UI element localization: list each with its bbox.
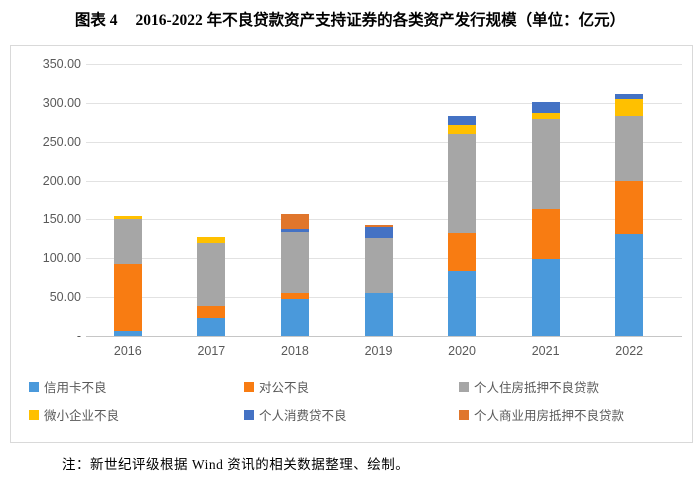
bar-segment <box>615 233 644 336</box>
x-tick-label: 2020 <box>448 344 476 358</box>
x-tick-label: 2021 <box>531 344 560 358</box>
legend-swatch-icon <box>459 409 469 420</box>
y-tick-label: 250.00 <box>42 134 81 149</box>
x-tick-label: 2017 <box>197 344 226 358</box>
bar-segment <box>197 236 226 243</box>
y-tick-label: 300.00 <box>42 95 81 110</box>
bar-segment <box>531 102 560 114</box>
legend-label: 个人住房抵押不良贷款 <box>474 381 600 395</box>
x-tick-label: 2019 <box>364 344 393 358</box>
legend-swatch-icon <box>29 381 39 392</box>
legend-label: 微小企业不良 <box>44 409 120 423</box>
legend-item: 个人消费贷不良 <box>244 405 347 424</box>
gridline <box>86 102 682 104</box>
bar-segment <box>197 242 226 306</box>
y-tick-label: 150.00 <box>42 212 81 227</box>
y-tick-label: 350.00 <box>42 57 81 71</box>
legend-swatch-icon <box>459 381 469 392</box>
legend-item: 信用卡不良 <box>29 377 107 396</box>
bar-segment <box>197 305 226 318</box>
bar-segment <box>448 115 477 125</box>
bar-segment <box>280 228 309 232</box>
gridline <box>86 180 682 182</box>
bar-segment <box>615 93 644 99</box>
bar-segment <box>364 238 393 294</box>
legend-label: 个人消费贷不良 <box>259 409 347 423</box>
legend-item: 个人住房抵押不良贷款 <box>459 377 599 396</box>
bar-segment <box>531 113 560 120</box>
legend-swatch-icon <box>29 409 39 420</box>
x-tick-label: 2016 <box>113 344 142 358</box>
bar-segment <box>280 214 309 229</box>
gridline <box>86 141 682 143</box>
x-axis-line <box>86 336 682 337</box>
x-tick-label: 2022 <box>615 344 644 358</box>
bar-segment <box>197 317 226 336</box>
legend-label: 对公不良 <box>259 381 310 395</box>
bar-segment <box>364 227 393 238</box>
figure-label: 图表 4 <box>74 12 118 29</box>
bar-segment <box>448 232 477 271</box>
bar-segment <box>531 119 560 209</box>
bar-segment <box>364 225 393 228</box>
legend-label: 信用卡不良 <box>44 381 107 395</box>
y-tick-label: 100.00 <box>42 251 81 266</box>
legend-swatch-icon <box>244 381 254 392</box>
y-tick-label: - <box>76 329 81 343</box>
bar-segment <box>280 293 309 299</box>
bar-segment <box>280 299 309 336</box>
bar-segment <box>531 258 560 336</box>
bar-segment <box>448 125 477 134</box>
figure-title: 2016-2022 年不良贷款资产支持证券的各类资产发行规模（单位：亿元） <box>135 12 626 29</box>
source-note: 注：新世纪评级根据 Wind 资讯的相关数据整理、绘制。 <box>62 457 410 472</box>
legend-label: 个人商业用房抵押不良贷款 <box>474 409 625 423</box>
bar-segment <box>364 293 393 336</box>
gridline <box>86 64 682 65</box>
bar-segment <box>113 218 142 264</box>
bar-segment <box>448 133 477 233</box>
bar-segment <box>448 270 477 336</box>
legend-item: 对公不良 <box>244 377 309 396</box>
legend-item: 个人商业用房抵押不良贷款 <box>459 405 624 424</box>
page-title: 图表 4 2016-2022 年不良贷款资产支持证券的各类资产发行规模（单位：亿元… <box>0 8 700 30</box>
gridline <box>86 219 682 221</box>
y-tick-label: 200.00 <box>42 173 81 188</box>
plot-area: 350.00 300.00 250.00 200.00 150.00 100.00 50.0… <box>11 46 692 442</box>
bar-segment <box>615 115 644 181</box>
bar-segment <box>113 215 142 219</box>
bar-segment <box>113 331 142 336</box>
y-tick-label: 50.00 <box>49 290 81 305</box>
bar-segment <box>615 98 644 116</box>
x-tick-label: 2018 <box>281 344 309 358</box>
bar-segment <box>531 209 560 259</box>
bar-segment <box>280 232 309 294</box>
bar-segment <box>615 180 644 234</box>
legend-item: 微小企业不良 <box>29 405 119 424</box>
bar-segment <box>113 263 142 332</box>
legend-swatch-icon <box>244 409 254 420</box>
chart-box: 350.00 300.00 250.00 200.00 150.00 100.00 50.0… <box>10 45 693 443</box>
